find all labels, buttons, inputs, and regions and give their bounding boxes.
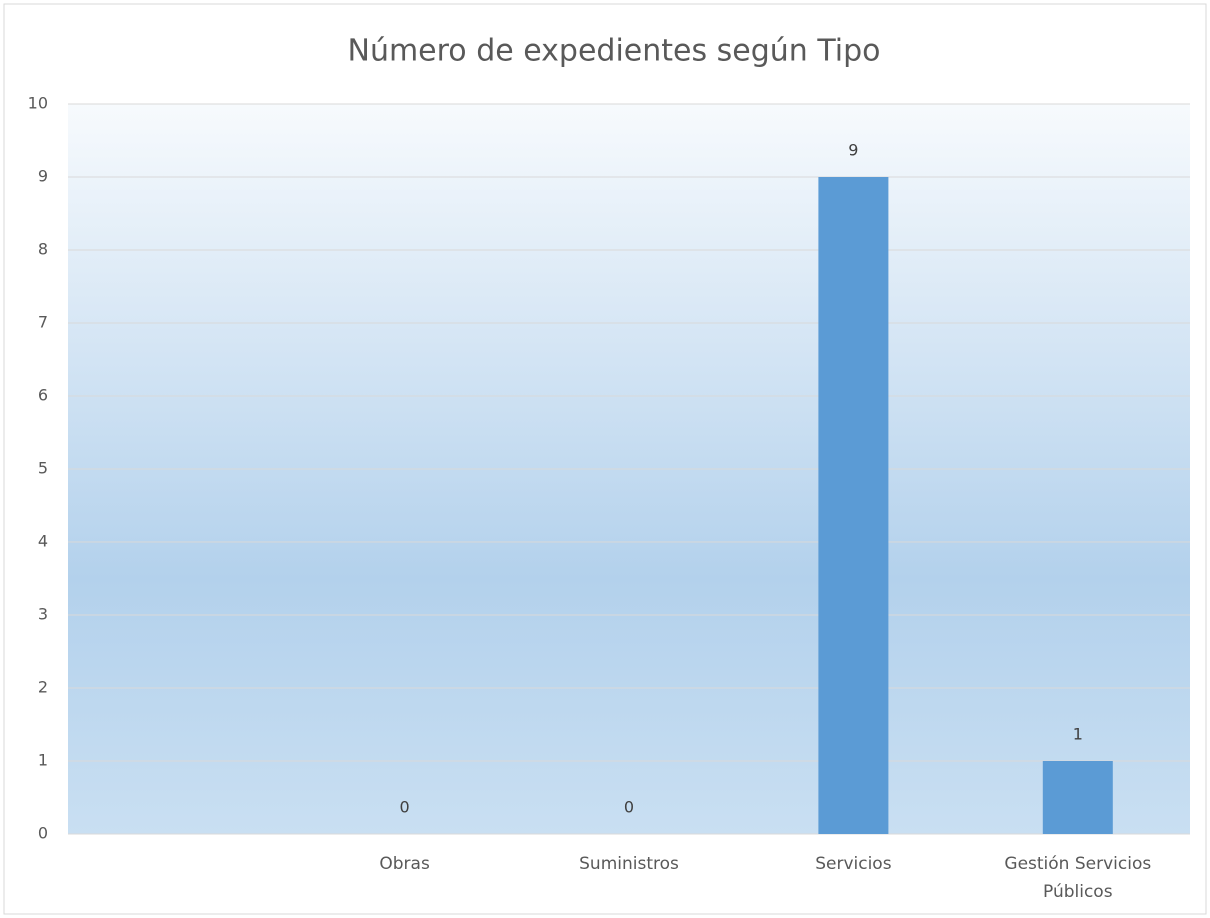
bar [818,177,889,834]
data-label: 1 [1073,725,1083,744]
chart-title: Número de expedientes según Tipo [348,34,881,69]
y-tick-label: 7 [38,313,48,332]
y-tick-label: 6 [38,386,48,405]
y-tick-label: 9 [38,167,48,186]
y-tick-label: 3 [38,605,48,624]
bar [1042,761,1113,834]
y-tick-label: 0 [38,824,48,843]
data-label: 0 [400,798,410,817]
y-tick-label: 5 [38,459,48,478]
y-tick-label: 8 [38,240,48,259]
data-label: 9 [848,141,858,160]
y-tick-label: 2 [38,678,48,697]
y-tick-label: 1 [38,751,48,770]
y-tick-label: 4 [38,532,48,551]
data-label: 0 [624,798,634,817]
x-tick-label: Obras [379,854,430,874]
x-tick-label: Servicios [815,854,892,874]
y-tick-label: 10 [28,94,48,113]
x-tick-label: Gestión Servicios Públicos [1004,854,1152,902]
x-tick-label: Suministros [579,854,679,874]
